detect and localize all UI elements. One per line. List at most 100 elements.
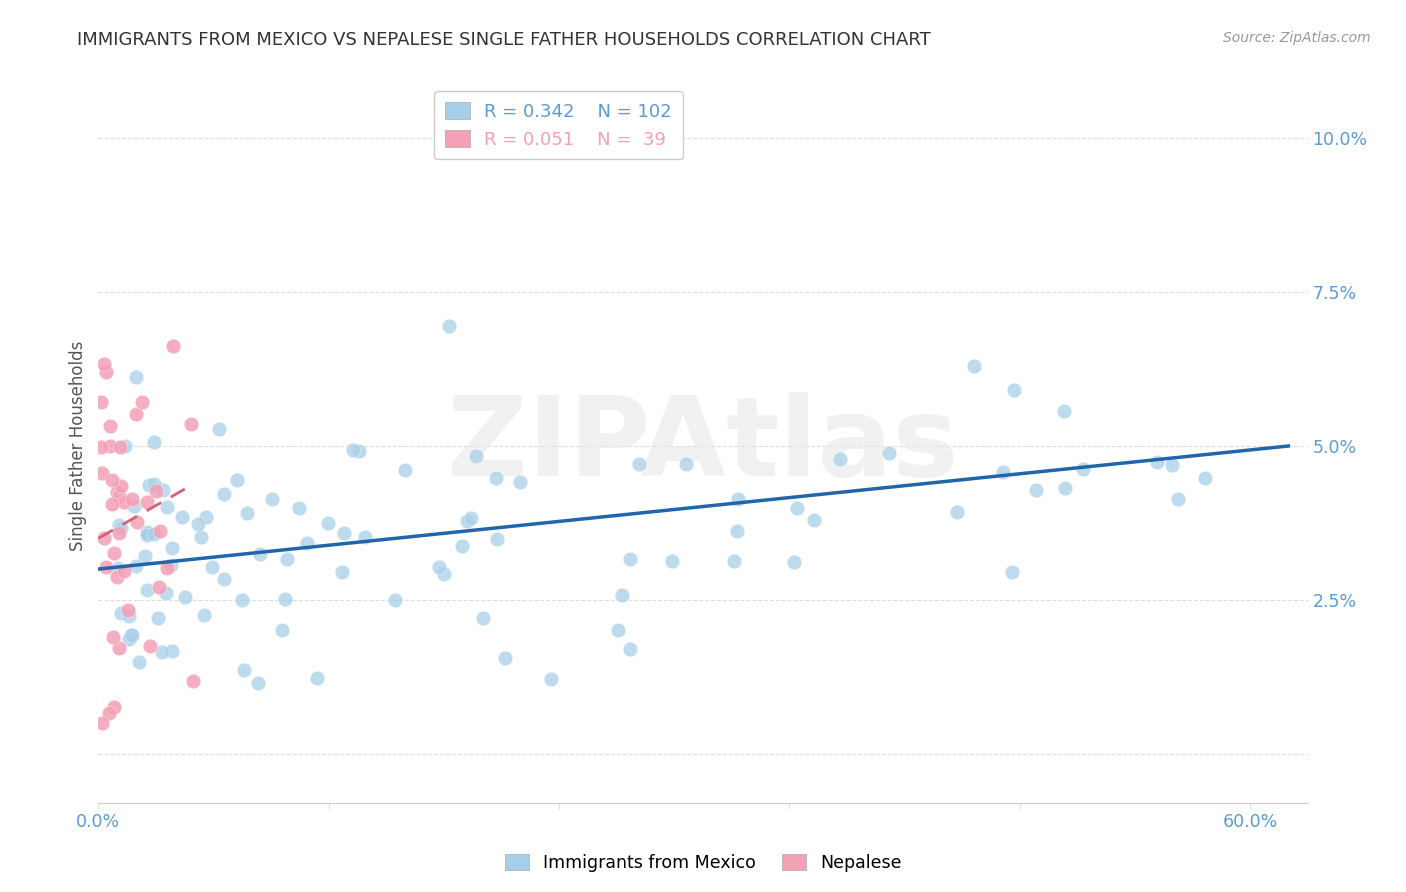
Point: [107, 518, 129, 533]
Point: [1194, 471, 1216, 485]
Point: [828, 451, 851, 466]
Point: [142, 526, 165, 541]
Point: [427, 559, 450, 574]
Point: [134, 549, 156, 564]
Point: [108, 641, 131, 656]
Point: [110, 521, 132, 535]
Point: [112, 495, 135, 509]
Point: [138, 477, 160, 491]
Point: [991, 465, 1014, 479]
Point: [110, 606, 132, 620]
Point: [1053, 404, 1076, 418]
Point: [1160, 458, 1182, 473]
Point: [94, 365, 117, 379]
Point: [233, 663, 256, 677]
Point: [540, 672, 562, 686]
Point: [131, 395, 153, 409]
Point: [142, 435, 165, 450]
Point: [963, 359, 986, 373]
Point: [127, 516, 149, 530]
Point: [316, 516, 339, 530]
Point: [128, 655, 150, 669]
Point: [190, 530, 212, 544]
Point: [619, 641, 641, 656]
Point: [121, 628, 143, 642]
Point: [276, 552, 298, 566]
Point: [260, 491, 283, 506]
Point: [288, 500, 311, 515]
Point: [103, 546, 125, 560]
Point: [136, 526, 159, 541]
Point: [125, 369, 148, 384]
Point: [384, 593, 406, 607]
Point: [723, 554, 745, 568]
Point: [394, 462, 416, 476]
Point: [148, 580, 170, 594]
Point: [160, 644, 183, 658]
Point: [98, 418, 121, 433]
Point: [143, 477, 166, 491]
Point: [107, 561, 129, 575]
Point: [1167, 491, 1189, 506]
Point: [803, 513, 825, 527]
Point: [612, 588, 634, 602]
Point: [225, 473, 247, 487]
Point: [94, 559, 117, 574]
Point: [125, 558, 148, 573]
Point: [173, 590, 195, 604]
Point: [1071, 462, 1094, 476]
Point: [152, 483, 174, 498]
Point: [274, 592, 297, 607]
Point: [725, 524, 748, 538]
Point: [97, 706, 120, 720]
Point: [101, 473, 124, 487]
Point: [1025, 483, 1047, 498]
Point: [146, 611, 169, 625]
Text: Source: ZipAtlas.com: Source: ZipAtlas.com: [1223, 31, 1371, 45]
Point: [91, 466, 114, 480]
Point: [160, 541, 183, 555]
Point: [236, 506, 259, 520]
Point: [231, 593, 253, 607]
Point: [118, 608, 141, 623]
Point: [214, 487, 236, 501]
Point: [180, 417, 202, 432]
Point: [1002, 383, 1025, 397]
Point: [439, 318, 461, 333]
Point: [135, 495, 157, 509]
Point: [246, 676, 269, 690]
Point: [107, 525, 129, 540]
Point: [136, 524, 159, 539]
Point: [90, 395, 112, 409]
Point: [101, 630, 124, 644]
Point: [139, 639, 162, 653]
Point: [90, 715, 112, 730]
Point: [105, 484, 128, 499]
Point: [93, 357, 115, 371]
Point: [1146, 455, 1168, 469]
Point: [156, 561, 179, 575]
Point: [155, 586, 177, 600]
Legend: Immigrants from Mexico, Nepalese: Immigrants from Mexico, Nepalese: [498, 847, 908, 879]
Point: [460, 510, 482, 524]
Point: [149, 524, 172, 538]
Point: [433, 566, 456, 581]
Point: [297, 536, 319, 550]
Point: [783, 555, 806, 569]
Point: [187, 516, 209, 531]
Point: [90, 440, 112, 454]
Point: [509, 475, 531, 490]
Point: [1054, 482, 1077, 496]
Point: [125, 407, 148, 421]
Point: [354, 530, 377, 544]
Point: [307, 671, 329, 685]
Point: [208, 422, 231, 436]
Point: [249, 548, 271, 562]
Point: [195, 509, 218, 524]
Point: [110, 479, 132, 493]
Point: [619, 552, 641, 566]
Point: [607, 623, 630, 637]
Point: [347, 444, 370, 458]
Point: [494, 651, 516, 665]
Point: [108, 489, 131, 503]
